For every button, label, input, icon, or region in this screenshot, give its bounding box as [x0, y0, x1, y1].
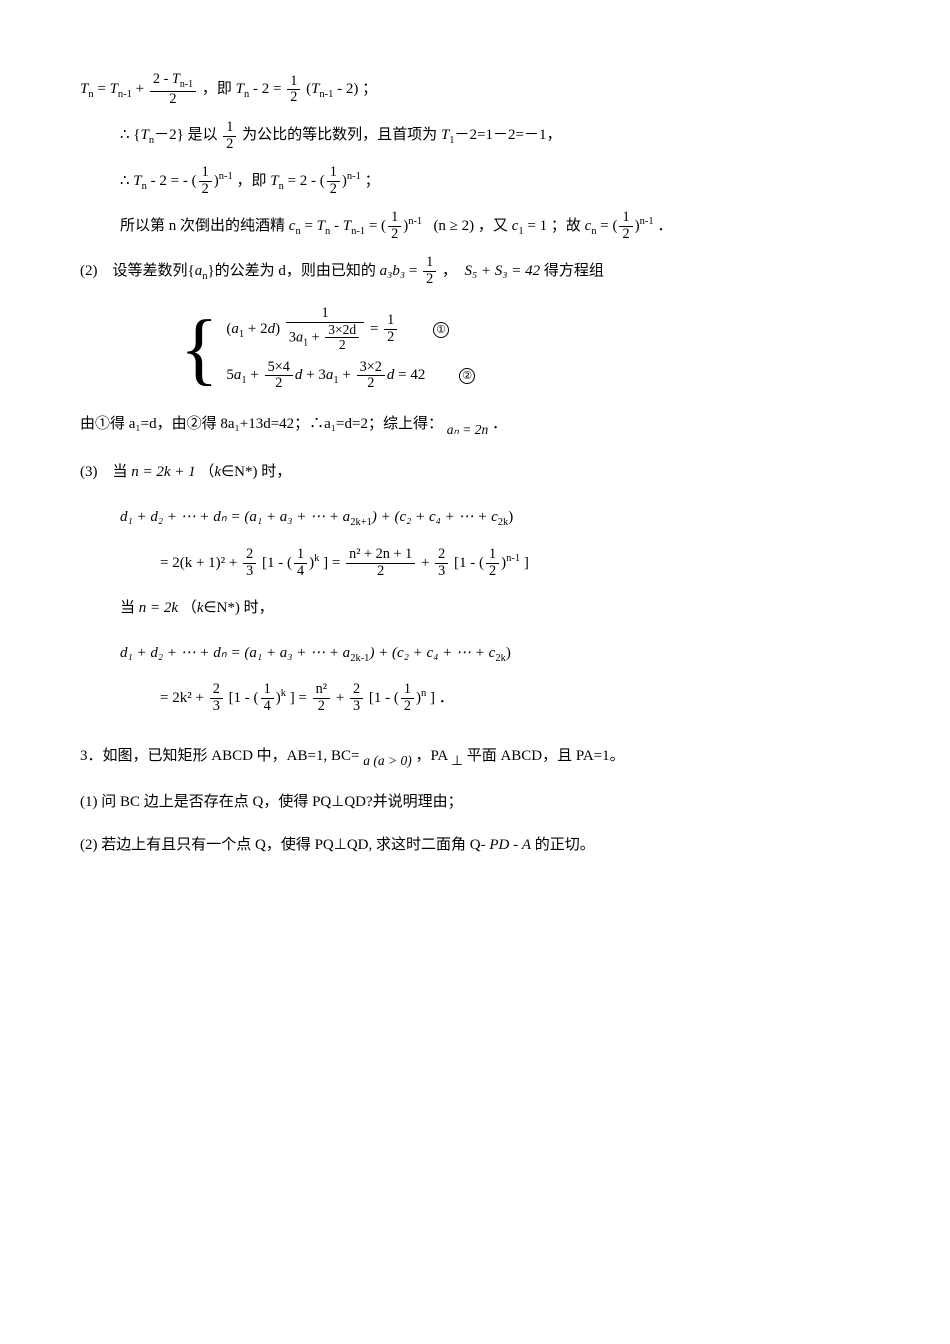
- problem-3-part-2: (2) 若边上有且只有一个点 Q，使得 PQ⊥QD, 求这时二面角 Q- PD …: [80, 829, 870, 862]
- equation-line-1: Tn = Tn-1 + 2 - Tn-12 ，即 Tn - 2 = 12 (Tn…: [80, 72, 870, 107]
- equation-system-brace: { (a1 + 2d) 13a1 + 3×2d2 = 12 ① 5a1 + 5×…: [180, 300, 870, 399]
- sum-expression-2: d₁ + d₂ + ⋯ + dₙ = (a₁ + a₃ + ⋯ + a2k-1)…: [120, 637, 870, 670]
- sum-result-2: = 2k² + 23 [1 - (14)k ] = n²2 + 23 [1 - …: [160, 682, 870, 715]
- sum-expression-1: d₁ + d₂ + ⋯ + dₙ = (a₁ + a₃ + ⋯ + a2k+1)…: [120, 501, 870, 534]
- circle-number-2: ②: [459, 368, 475, 384]
- equation-line-4: 所以第 n 次倒出的纯酒精 cn = Tn - Tn-1 = (12)n-1 (…: [120, 210, 870, 243]
- section-3-header: (3) 当 n = 2k + 1 （k∈N*) 时，: [80, 456, 870, 489]
- problem-3-statement: 3．如图，已知矩形 ABCD 中，AB=1, BC= a (a > 0) ，PA…: [80, 740, 870, 776]
- conclusion-line-1: 由①得 a₁=d，由②得 8a₁+13d=42；∴a₁=d=2；综上得： aₙ …: [80, 408, 870, 444]
- brace-equation-2: 5a1 + 5×42d + 3a1 + 3×22d = 42 ②: [226, 359, 475, 392]
- problem-3-part-1: (1) 问 BC 边上是否存在点 Q，使得 PQ⊥QD?并说明理由；: [80, 786, 870, 819]
- circle-number-1: ①: [433, 322, 449, 338]
- case-2k: 当 n = 2k （k∈N*) 时，: [120, 592, 870, 625]
- brace-equation-1: (a1 + 2d) 13a1 + 3×2d2 = 12 ①: [226, 306, 475, 353]
- left-brace-icon: {: [180, 309, 218, 389]
- equation-line-3: ∴ Tn - 2 = - (12)n-1 ，即 Tn = 2 - (12)n-1…: [120, 165, 870, 198]
- section-2-header: (2) 设等差数列{an}的公差为 d，则由已知的 a₃b₃ = 12 ， S₅…: [80, 255, 870, 288]
- sum-result-1: = 2(k + 1)² + 23 [1 - (14)k ] = n² + 2n …: [160, 547, 870, 580]
- equation-line-2: ∴ {Tn－2} 是以 12 为公比的等比数列，且首项为 T1－2=1－2=－1…: [120, 119, 870, 152]
